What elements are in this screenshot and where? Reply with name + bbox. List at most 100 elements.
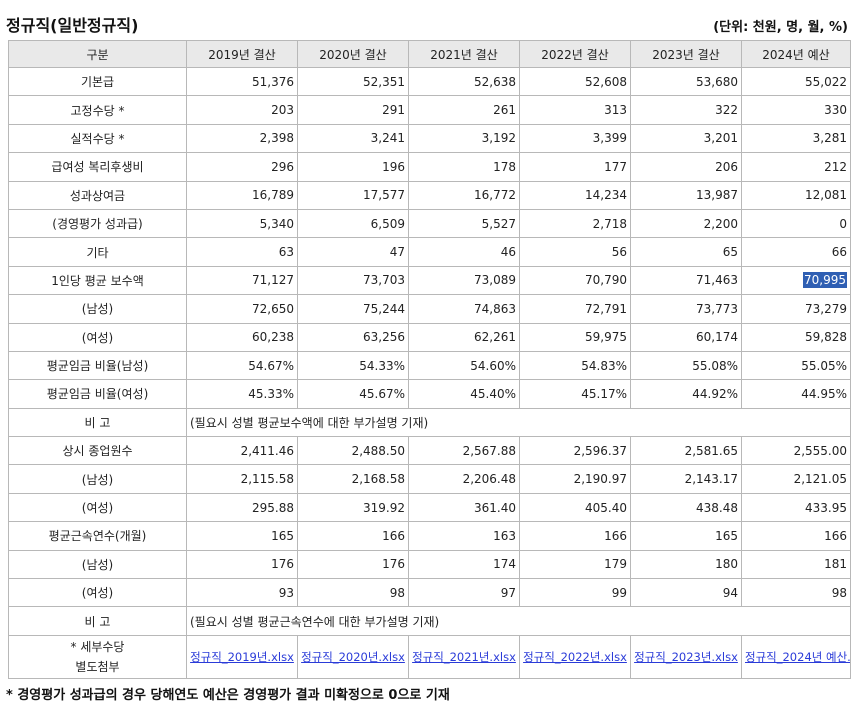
value-cell[interactable]: 6,509 <box>297 208 409 239</box>
value-cell[interactable]: 177 <box>519 152 631 182</box>
value-cell[interactable]: 2,115.58 <box>186 464 298 494</box>
value-cell[interactable]: 2,200 <box>630 208 742 239</box>
value-cell[interactable]: 330 <box>741 95 851 125</box>
value-cell[interactable]: 73,703 <box>297 265 409 296</box>
row-label[interactable]: 실적수당 * <box>8 123 187 154</box>
value-cell[interactable]: 66 <box>741 237 851 267</box>
value-cell[interactable]: 72,791 <box>519 294 631 324</box>
value-cell[interactable]: 47 <box>297 237 409 267</box>
value-cell[interactable]: 361.40 <box>408 492 520 523</box>
value-cell[interactable]: 70,995 <box>741 265 851 296</box>
value-cell[interactable]: 163 <box>408 521 520 551</box>
value-cell[interactable]: 176 <box>297 549 409 580</box>
value-cell[interactable]: 97 <box>408 578 520 608</box>
row-label[interactable]: (여성) <box>8 492 187 523</box>
value-cell[interactable]: 3,241 <box>297 123 409 154</box>
value-cell[interactable]: 46 <box>408 237 520 267</box>
value-cell[interactable]: 52,351 <box>297 66 409 97</box>
value-cell[interactable]: 13,987 <box>630 180 742 210</box>
attachment-link[interactable]: 정규직_2021년.xlsx <box>412 649 516 664</box>
value-cell[interactable]: 12,081 <box>741 180 851 210</box>
row-label[interactable]: 급여성 복리후생비 <box>8 152 187 182</box>
value-cell[interactable]: 44.95% <box>741 379 851 409</box>
value-cell[interactable]: 296 <box>186 152 298 182</box>
value-cell[interactable]: 319.92 <box>297 492 409 523</box>
row-label[interactable]: 비 고 <box>8 407 187 438</box>
value-cell[interactable]: 45.17% <box>519 379 631 409</box>
row-label[interactable]: (여성) <box>8 578 187 608</box>
value-cell[interactable]: 5,340 <box>186 208 298 239</box>
value-cell[interactable]: 94 <box>630 578 742 608</box>
value-cell[interactable]: 73,279 <box>741 294 851 324</box>
value-cell[interactable]: 52,638 <box>408 66 520 97</box>
value-cell[interactable]: 2,581.65 <box>630 436 742 466</box>
value-cell[interactable]: 16,789 <box>186 180 298 210</box>
value-cell[interactable]: 14,234 <box>519 180 631 210</box>
row-label[interactable]: 성과상여금 <box>8 180 187 210</box>
row-label[interactable]: (여성) <box>8 322 187 352</box>
value-cell[interactable]: 291 <box>297 95 409 125</box>
value-cell[interactable]: 212 <box>741 152 851 182</box>
value-cell[interactable]: 206 <box>630 152 742 182</box>
row-label[interactable]: 기타 <box>8 237 187 267</box>
value-cell[interactable]: 16,772 <box>408 180 520 210</box>
value-cell[interactable]: 71,127 <box>186 265 298 296</box>
value-cell[interactable]: 2,398 <box>186 123 298 154</box>
value-cell[interactable]: 178 <box>408 152 520 182</box>
value-cell[interactable]: 5,527 <box>408 208 520 239</box>
value-cell[interactable]: 3,399 <box>519 123 631 154</box>
value-cell[interactable]: 73,773 <box>630 294 742 324</box>
attachment-link[interactable]: 정규직_2022년.xlsx <box>523 649 627 664</box>
row-label[interactable]: (경영평가 성과급) <box>8 208 187 239</box>
row-label[interactable]: 평균임금 비율(남성) <box>8 350 187 381</box>
value-cell[interactable]: 2,190.97 <box>519 464 631 494</box>
value-cell[interactable]: 56 <box>519 237 631 267</box>
value-cell[interactable]: 45.33% <box>186 379 298 409</box>
value-cell[interactable]: 2,168.58 <box>297 464 409 494</box>
value-cell[interactable]: 3,192 <box>408 123 520 154</box>
attachment-link[interactable]: 정규직_2023년.xlsx <box>634 649 738 664</box>
row-label[interactable]: 평균임금 비율(여성) <box>8 379 187 409</box>
value-cell[interactable]: 59,828 <box>741 322 851 352</box>
attachment-link[interactable]: 정규직_2024년 예산.xlsx <box>745 649 851 664</box>
value-cell[interactable]: 53,680 <box>630 66 742 97</box>
value-cell[interactable]: 313 <box>519 95 631 125</box>
value-cell[interactable]: 179 <box>519 549 631 580</box>
value-cell[interactable]: 295.88 <box>186 492 298 523</box>
value-cell[interactable]: 433.95 <box>741 492 851 523</box>
row-label[interactable]: (남성) <box>8 294 187 324</box>
value-cell[interactable]: 51,376 <box>186 66 298 97</box>
value-cell[interactable]: 54.33% <box>297 350 409 381</box>
row-label[interactable]: 상시 종업원수 <box>8 436 187 466</box>
row-label[interactable]: (남성) <box>8 464 187 494</box>
value-cell[interactable]: 54.60% <box>408 350 520 381</box>
value-cell[interactable]: 60,238 <box>186 322 298 352</box>
value-cell[interactable]: 44.92% <box>630 379 742 409</box>
row-label[interactable]: 고정수당 * <box>8 95 187 125</box>
row-label[interactable]: 1인당 평균 보수액 <box>8 265 187 296</box>
attachment-link[interactable]: 정규직_2019년.xlsx <box>190 649 294 664</box>
value-cell[interactable]: 2,143.17 <box>630 464 742 494</box>
value-cell[interactable]: 54.83% <box>519 350 631 381</box>
value-cell[interactable]: 2,718 <box>519 208 631 239</box>
value-cell[interactable]: 166 <box>519 521 631 551</box>
value-cell[interactable]: 3,281 <box>741 123 851 154</box>
value-cell[interactable]: 180 <box>630 549 742 580</box>
value-cell[interactable]: 45.40% <box>408 379 520 409</box>
value-cell[interactable]: 261 <box>408 95 520 125</box>
value-cell[interactable]: 98 <box>297 578 409 608</box>
note-cell[interactable]: (필요시 성별 평균근속연수에 대한 부가설명 기재) <box>186 606 851 636</box>
value-cell[interactable]: 65 <box>630 237 742 267</box>
value-cell[interactable]: 59,975 <box>519 322 631 352</box>
value-cell[interactable]: 2,567.88 <box>408 436 520 466</box>
value-cell[interactable]: 98 <box>741 578 851 608</box>
value-cell[interactable]: 166 <box>297 521 409 551</box>
value-cell[interactable]: 45.67% <box>297 379 409 409</box>
value-cell[interactable]: 3,201 <box>630 123 742 154</box>
value-cell[interactable]: 2,121.05 <box>741 464 851 494</box>
value-cell[interactable]: 55.08% <box>630 350 742 381</box>
selected-value[interactable]: 70,995 <box>803 272 847 289</box>
value-cell[interactable]: 203 <box>186 95 298 125</box>
row-label[interactable]: 비 고 <box>8 606 187 636</box>
value-cell[interactable]: 2,488.50 <box>297 436 409 466</box>
